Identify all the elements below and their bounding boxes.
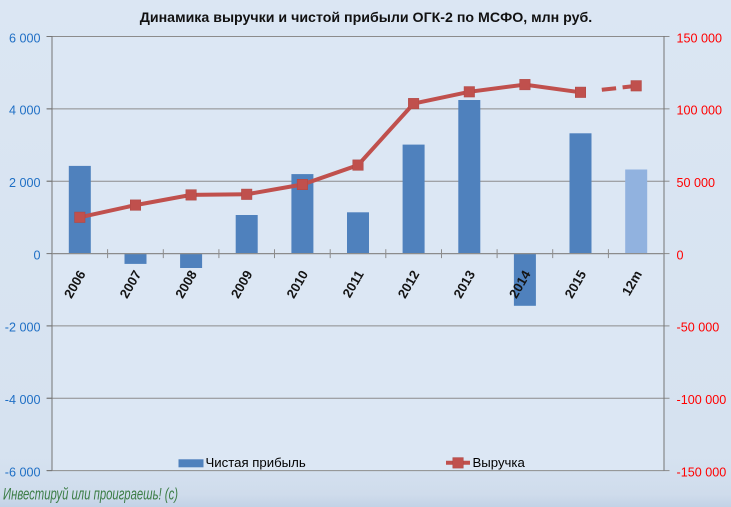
svg-text:Динамика выручки и чистой приб: Динамика выручки и чистой прибыли ОГК-2 … <box>140 10 592 26</box>
svg-text:6 000: 6 000 <box>9 31 41 45</box>
svg-text:-100 000: -100 000 <box>677 393 727 407</box>
svg-text:2 000: 2 000 <box>9 176 41 190</box>
svg-text:-4 000: -4 000 <box>5 393 41 407</box>
svg-text:0: 0 <box>33 248 40 262</box>
svg-text:Инвестируй или проиграешь! (с): Инвестируй или проиграешь! (с) <box>3 486 178 504</box>
svg-text:Чистая прибыль: Чистая прибыль <box>206 455 306 470</box>
svg-text:-50 000: -50 000 <box>677 321 720 335</box>
svg-text:50 000: 50 000 <box>677 176 716 190</box>
svg-text:150 000: 150 000 <box>677 31 723 45</box>
svg-text:-150 000: -150 000 <box>677 465 727 479</box>
svg-text:0: 0 <box>677 248 684 262</box>
svg-text:4 000: 4 000 <box>9 104 41 118</box>
svg-text:-6 000: -6 000 <box>5 465 41 479</box>
svg-text:100 000: 100 000 <box>677 104 723 118</box>
svg-text:-2 000: -2 000 <box>5 321 41 335</box>
svg-text:Выручка: Выручка <box>473 455 526 470</box>
